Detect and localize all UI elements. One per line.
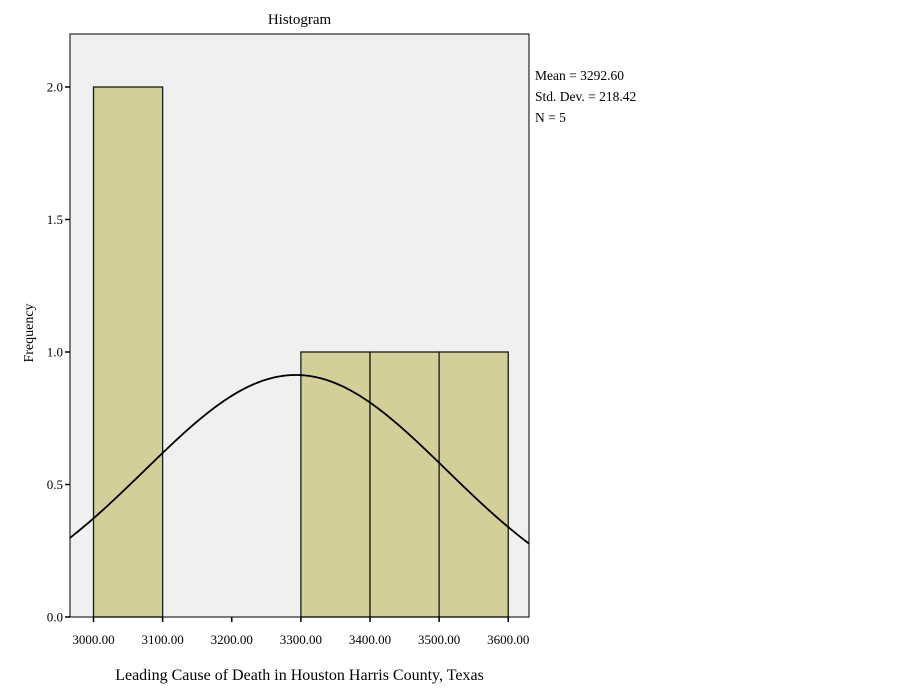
- x-tick-label: 3200.00: [211, 632, 253, 647]
- y-tick-label: 2.0: [47, 80, 63, 95]
- normal-curve: [69, 374, 530, 545]
- y-tick-label: 0.5: [47, 477, 63, 492]
- x-tick-label: 3600.00: [487, 632, 529, 647]
- y-tick-label: 1.5: [47, 212, 63, 227]
- x-tick-label: 3500.00: [418, 632, 460, 647]
- stat-mean: Mean = 3292.60: [535, 68, 624, 83]
- y-axis-label: Frequency: [22, 303, 37, 362]
- stat-n: N = 5: [535, 110, 566, 125]
- x-tick-label: 3400.00: [349, 632, 391, 647]
- histogram-bar-1: [92, 86, 164, 618]
- chart-title: Histogram: [268, 12, 332, 28]
- bars-layer: [92, 86, 509, 618]
- x-tick-label: 3100.00: [142, 632, 184, 647]
- x-axis-label: Leading Cause of Death in Houston Harris…: [115, 667, 484, 684]
- histogram-bar-2: [300, 351, 371, 618]
- x-tick-label: 3300.00: [280, 632, 322, 647]
- x-axis: 3000.00 3100.00 3200.00 3300.00 3400.00 3500.…: [72, 617, 529, 647]
- y-tick-label: 1.0: [47, 345, 63, 360]
- stats-box: Mean = 3292.60 Std. Dev. = 218.42 N = 5: [535, 68, 636, 125]
- x-tick-label: 3000.00: [72, 632, 114, 647]
- stat-std-dev: Std. Dev. = 218.42: [535, 89, 636, 104]
- plot-frame: [69, 33, 530, 618]
- histogram-bar-4: [438, 351, 509, 618]
- y-axis: 0.0 0.5 1.0 1.5 2.0: [47, 80, 70, 625]
- histogram-bar-3: [369, 351, 440, 618]
- y-tick-label: 0.0: [47, 610, 63, 625]
